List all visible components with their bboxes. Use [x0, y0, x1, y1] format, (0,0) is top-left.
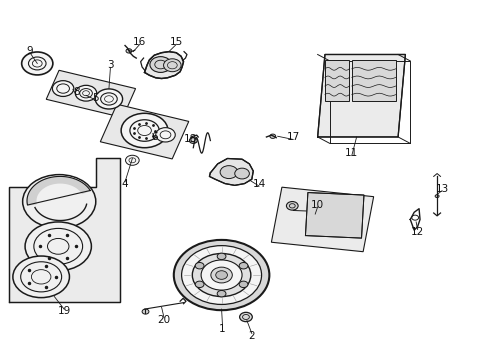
Circle shape	[163, 59, 181, 72]
Polygon shape	[9, 158, 120, 302]
Text: 9: 9	[26, 46, 33, 56]
Circle shape	[142, 309, 149, 314]
Polygon shape	[271, 187, 373, 252]
Text: 16: 16	[133, 37, 146, 47]
Circle shape	[239, 312, 252, 321]
Circle shape	[13, 256, 69, 298]
Circle shape	[195, 281, 203, 288]
Circle shape	[22, 175, 96, 228]
Circle shape	[181, 246, 261, 305]
Polygon shape	[27, 176, 90, 205]
Polygon shape	[209, 158, 253, 185]
Circle shape	[75, 85, 97, 101]
Circle shape	[192, 253, 250, 297]
Circle shape	[156, 128, 175, 142]
Text: 13: 13	[434, 184, 447, 194]
Text: 5: 5	[92, 93, 99, 103]
Text: 15: 15	[169, 37, 183, 47]
Circle shape	[286, 202, 298, 210]
Polygon shape	[100, 104, 188, 159]
Text: 19: 19	[58, 306, 71, 316]
Circle shape	[220, 166, 237, 179]
Text: 6: 6	[151, 132, 157, 142]
Circle shape	[215, 271, 227, 279]
Polygon shape	[325, 60, 348, 101]
Circle shape	[21, 52, 53, 75]
Circle shape	[195, 262, 203, 269]
Text: 2: 2	[248, 331, 255, 341]
Text: 1: 1	[219, 324, 225, 334]
Polygon shape	[46, 70, 135, 118]
Circle shape	[210, 267, 232, 283]
Text: 12: 12	[410, 227, 424, 237]
Polygon shape	[351, 60, 395, 101]
Circle shape	[52, 81, 74, 96]
Circle shape	[234, 168, 249, 179]
Text: 4: 4	[122, 179, 128, 189]
Circle shape	[189, 138, 197, 143]
Circle shape	[150, 57, 171, 72]
Circle shape	[217, 291, 225, 297]
Text: 14: 14	[252, 179, 265, 189]
Text: 17: 17	[286, 132, 299, 142]
Circle shape	[434, 195, 438, 198]
Text: 3: 3	[107, 60, 114, 70]
Polygon shape	[305, 193, 363, 238]
Circle shape	[239, 281, 247, 288]
Circle shape	[25, 222, 91, 271]
Text: 18: 18	[184, 134, 197, 144]
Circle shape	[95, 89, 122, 109]
Circle shape	[121, 113, 167, 148]
Text: 8: 8	[73, 87, 80, 97]
Circle shape	[239, 262, 247, 269]
Polygon shape	[317, 54, 405, 137]
Circle shape	[201, 260, 242, 290]
Text: 11: 11	[345, 148, 358, 158]
Circle shape	[269, 134, 275, 138]
Circle shape	[173, 240, 269, 310]
Circle shape	[125, 155, 139, 165]
Circle shape	[217, 253, 225, 260]
Circle shape	[126, 49, 132, 53]
Text: 10: 10	[310, 200, 324, 210]
Polygon shape	[144, 51, 183, 78]
Text: 20: 20	[157, 315, 170, 325]
